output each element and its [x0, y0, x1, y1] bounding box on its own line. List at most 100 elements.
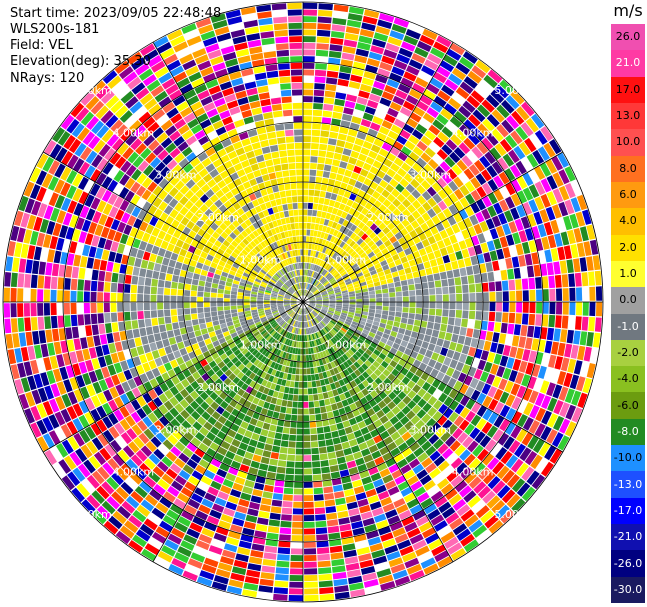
- velocity-gate: [98, 213, 108, 226]
- velocity-gate: [206, 447, 217, 458]
- velocity-gate: [300, 355, 303, 362]
- velocity-gate: [222, 251, 231, 259]
- velocity-gate: [342, 420, 351, 428]
- velocity-gate: [534, 392, 545, 407]
- velocity-gate: [329, 298, 336, 301]
- velocity-gate: [384, 356, 392, 364]
- velocity-gate: [281, 276, 287, 283]
- velocity-gate: [170, 302, 177, 309]
- velocity-gate: [412, 394, 422, 404]
- velocity-gate: [311, 454, 320, 461]
- velocity-gate: [262, 279, 269, 284]
- velocity-gate: [490, 443, 502, 456]
- velocity-gate: [346, 184, 354, 193]
- velocity-gate: [563, 245, 572, 260]
- velocity-gate: [221, 138, 232, 148]
- velocity-gate: [55, 396, 66, 411]
- velocity-gate: [317, 284, 323, 290]
- velocity-gate: [161, 78, 176, 90]
- velocity-gate: [137, 302, 144, 311]
- velocity-gate: [299, 308, 302, 315]
- velocity-gate: [548, 354, 557, 368]
- velocity-gate: [309, 304, 315, 308]
- velocity-gate: [257, 299, 263, 302]
- velocity-gate: [167, 330, 175, 338]
- velocity-gate: [179, 53, 194, 65]
- velocity-gate: [361, 311, 369, 316]
- velocity-gate: [425, 328, 433, 336]
- velocity-gate: [343, 369, 350, 377]
- velocity-gate: [433, 232, 443, 242]
- velocity-gate: [480, 350, 489, 361]
- velocity-gate: [279, 290, 286, 294]
- velocity-gate: [468, 346, 477, 357]
- velocity-gate: [312, 310, 318, 315]
- velocity-gate: [508, 279, 516, 291]
- velocity-gate: [303, 162, 310, 169]
- velocity-gate: [407, 167, 418, 178]
- velocity-gate: [249, 417, 258, 426]
- velocity-gate: [502, 302, 509, 312]
- velocity-gate: [414, 319, 421, 327]
- velocity-gate: [291, 312, 296, 318]
- velocity-gate: [277, 303, 284, 305]
- velocity-gate: [283, 283, 289, 289]
- velocity-gate: [303, 328, 305, 335]
- velocity-gate: [346, 411, 355, 420]
- velocity-gate: [514, 443, 526, 458]
- velocity-gate: [318, 267, 323, 274]
- velocity-gate: [241, 457, 252, 467]
- velocity-gate: [311, 319, 315, 326]
- velocity-gate: [197, 307, 204, 314]
- velocity-gate: [511, 411, 523, 424]
- velocity-gate: [528, 350, 537, 363]
- velocity-gate: [324, 334, 330, 341]
- velocity-gate: [426, 107, 439, 119]
- velocity-gate: [510, 193, 522, 207]
- velocity-gate: [144, 286, 151, 294]
- velocity-gate: [169, 407, 180, 418]
- velocity-gate: [412, 199, 422, 210]
- velocity-gate: [195, 464, 207, 475]
- velocity-gate: [413, 486, 426, 498]
- velocity-gate: [325, 212, 332, 220]
- velocity-gate: [347, 13, 363, 22]
- velocity-gate: [526, 153, 539, 168]
- velocity-gate: [227, 150, 238, 160]
- velocity-gate: [206, 551, 221, 562]
- velocity-gate: [249, 364, 256, 372]
- velocity-gate: [48, 160, 60, 175]
- velocity-gate: [63, 290, 70, 302]
- velocity-gate: [381, 248, 389, 255]
- velocity-gate: [149, 253, 157, 263]
- velocity-gate: [162, 154, 173, 166]
- velocity-gate: [290, 286, 296, 292]
- velocity-gate: [303, 49, 316, 56]
- velocity-gate: [78, 325, 86, 338]
- velocity-gate: [354, 369, 362, 377]
- velocity-gate: [152, 197, 163, 208]
- velocity-gate: [398, 237, 406, 245]
- velocity-gate: [258, 251, 265, 258]
- velocity-gate: [358, 35, 373, 45]
- velocity-gate: [285, 407, 292, 414]
- velocity-gate: [315, 251, 319, 258]
- velocity-gate: [284, 252, 289, 259]
- velocity-gate: [238, 285, 245, 290]
- velocity-gate: [482, 282, 489, 292]
- velocity-gate: [231, 438, 241, 448]
- velocity-gate: [321, 261, 326, 268]
- velocity-gate: [437, 415, 448, 426]
- velocity-gate: [309, 320, 313, 327]
- velocity-gate: [98, 379, 109, 392]
- velocity-gate: [380, 430, 390, 440]
- velocity-gate: [228, 530, 241, 540]
- velocity-gate: [300, 342, 303, 348]
- velocity-gate: [338, 339, 345, 346]
- velocity-gate: [276, 466, 286, 474]
- velocity-gate: [263, 484, 274, 493]
- velocity-gate: [60, 424, 73, 439]
- velocity-gate: [409, 290, 416, 296]
- velocity-gate: [69, 351, 78, 364]
- velocity-gate: [193, 324, 200, 332]
